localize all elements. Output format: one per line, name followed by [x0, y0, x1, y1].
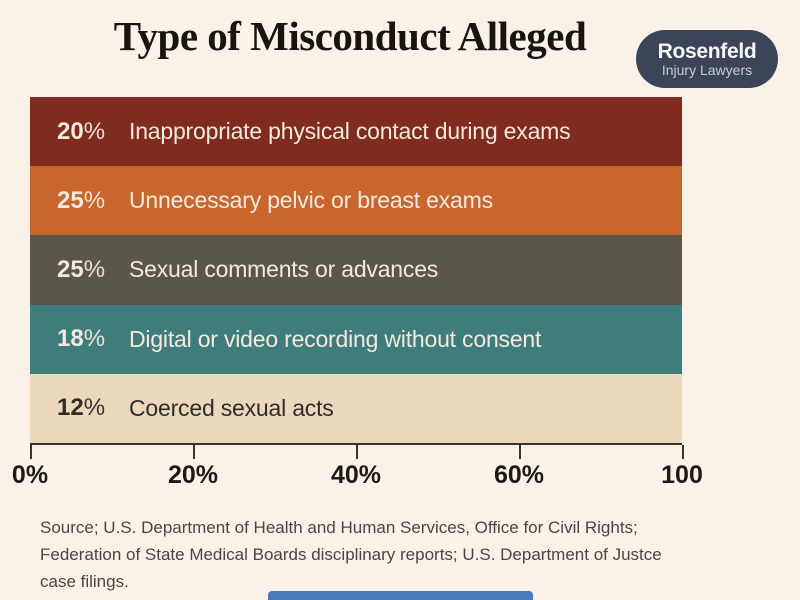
axis-tick [519, 444, 521, 459]
bar-label: Coerced sexual acts [129, 394, 334, 421]
axis-tick [193, 444, 195, 459]
bar-coerced-acts: 12% Coerced sexual acts [30, 373, 682, 443]
axis-tick-label: 20% [167, 460, 219, 489]
axis-tick [30, 444, 32, 459]
bar-value: 12% [57, 394, 106, 422]
source-line: Source; U.S. Department of Health and Hu… [40, 518, 638, 537]
axis-tick [356, 444, 358, 459]
misconduct-bar-chart: 20% Inappropriate physical contact durin… [12, 97, 703, 495]
axis-tick [682, 444, 684, 459]
source-attribution: Source; U.S. Department of Health and Hu… [40, 514, 680, 595]
source-line: Federation of State Medical Boards disci… [40, 545, 662, 564]
logo-brand-subtitle: Injury Lawyers [661, 61, 753, 78]
bar-label: Sexual comments or advances [129, 256, 439, 283]
bar-value: 25% [57, 255, 106, 283]
axis-tick-label: 40% [330, 460, 382, 489]
bottom-accent-bar [268, 591, 533, 600]
x-axis [30, 442, 684, 459]
axis-tick-label: 60% [493, 460, 545, 489]
x-axis-labels: 0% 20% 40% 60% 100 [12, 460, 703, 495]
bar-label: Inappropriate physical contact during ex… [129, 118, 571, 145]
bar-label: Digital or video recording without conse… [129, 325, 542, 352]
bar-value: 25% [57, 186, 106, 214]
rosenfeld-logo: Rosenfeld Injury Lawyers [636, 30, 778, 88]
axis-tick-label: 0% [11, 460, 49, 489]
bar-value: 18% [57, 325, 106, 353]
axis-tick-label: 100 [661, 460, 703, 489]
logo-brand-name: Rosenfeld [657, 39, 757, 63]
page-title: Type of Misconduct Alleged [113, 13, 587, 59]
bar-unnecessary-exams: 25% Unnecessary pelvic or breast exams [30, 166, 682, 236]
bar-recording-without-consent: 18% Digital or video recording without c… [30, 304, 682, 374]
bar-label: Unnecessary pelvic or breast exams [129, 187, 493, 214]
source-line: case filings. [40, 572, 129, 591]
bar-sexual-comments: 25% Sexual comments or advances [30, 235, 682, 305]
bar-inappropriate-contact: 20% Inappropriate physical contact durin… [30, 97, 682, 167]
bar-value: 20% [57, 117, 106, 145]
